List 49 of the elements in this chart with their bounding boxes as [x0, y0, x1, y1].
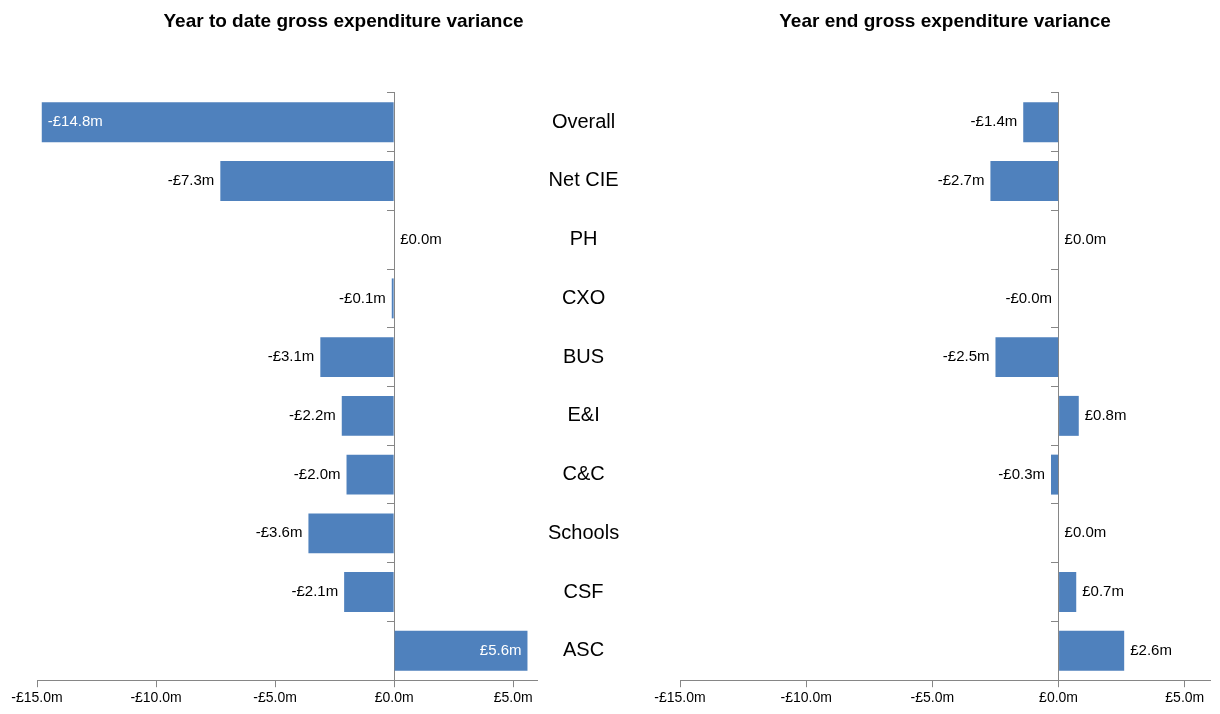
- data-label: £0.8m: [1084, 406, 1127, 424]
- y-tick-label: PH: [569, 227, 598, 250]
- y-tick-label: BUS: [563, 344, 605, 367]
- x-tick-label: -£15.0m: [654, 689, 706, 706]
- x-tick-label: £0.0m: [1039, 689, 1079, 706]
- x-tick-label: -£10.0m: [780, 689, 832, 706]
- data-label: -£0.3m: [998, 464, 1045, 482]
- data-label: -£14.8m: [47, 112, 103, 130]
- bar: [1059, 395, 1079, 436]
- y-tick-label: CXO: [561, 285, 606, 308]
- y-tick-label: ASC: [563, 638, 605, 661]
- data-label: £0.7m: [1082, 582, 1124, 600]
- data-label: -£7.3m: [167, 171, 215, 189]
- y-tick-label: C&C: [562, 462, 605, 485]
- x-tick-label: -£15.0m: [11, 689, 63, 706]
- y-tick-label: CSF: [563, 579, 604, 602]
- x-tick-label: -£10.0m: [130, 689, 182, 706]
- chart-title: Year end gross expenditure variance: [779, 9, 1111, 31]
- y-tick-label: Schools: [548, 520, 620, 543]
- data-label: £0.0m: [1064, 523, 1107, 541]
- y-tick-label: Overall: [551, 109, 616, 132]
- data-label: £5.6m: [479, 640, 522, 658]
- bar: [1023, 102, 1059, 143]
- data-label: -£0.1m: [339, 288, 386, 306]
- data-label: -£2.1m: [291, 582, 339, 600]
- x-tick-label: -£5.0m: [910, 689, 955, 706]
- data-label: -£2.7m: [937, 171, 985, 189]
- data-label: -£2.5m: [942, 347, 990, 365]
- bar: [1059, 572, 1077, 613]
- data-label: -£0.0m: [1005, 288, 1053, 306]
- bar: [1059, 630, 1125, 671]
- x-tick-label: -£5.0m: [253, 689, 297, 706]
- bar: [995, 337, 1059, 378]
- y-tick-label: E&I: [567, 403, 600, 426]
- chart-title: Year to date gross expenditure variance: [163, 9, 524, 31]
- y-tick-label: Net CIE: [548, 168, 619, 191]
- data-label: £2.6m: [1130, 640, 1172, 658]
- data-label: £0.0m: [1064, 229, 1107, 247]
- bar: [990, 160, 1059, 201]
- data-label: £0.0m: [400, 229, 442, 247]
- x-tick-label: £5.0m: [1165, 689, 1205, 706]
- x-tick-label: £0.0m: [374, 689, 414, 706]
- bar: [1051, 454, 1059, 495]
- data-label: -£3.1m: [267, 347, 315, 365]
- data-label: -£1.4m: [970, 112, 1018, 130]
- data-label: -£2.2m: [289, 406, 336, 424]
- x-tick-label: £5.0m: [493, 689, 533, 706]
- data-label: -£2.0m: [293, 464, 341, 482]
- data-label: -£3.6m: [255, 523, 303, 541]
